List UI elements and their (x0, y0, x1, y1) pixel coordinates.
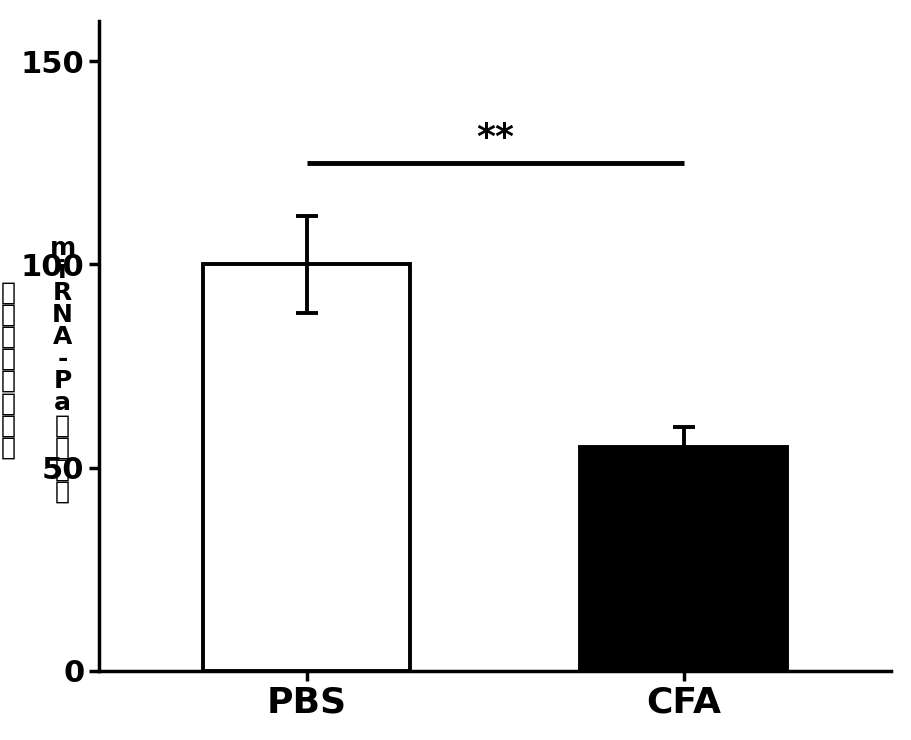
Text: 病
痛
模
型
小
鼠
脊
髓: 病 痛 模 型 小 鼠 脊 髓 (1, 280, 15, 460)
Bar (202, 264, 410, 670)
Bar (579, 447, 786, 670)
Text: **: ** (476, 121, 514, 155)
Text: m
i
R
N
A
-
P
a
表
达
水
平: m i R N A - P a 表 达 水 平 (49, 237, 76, 503)
